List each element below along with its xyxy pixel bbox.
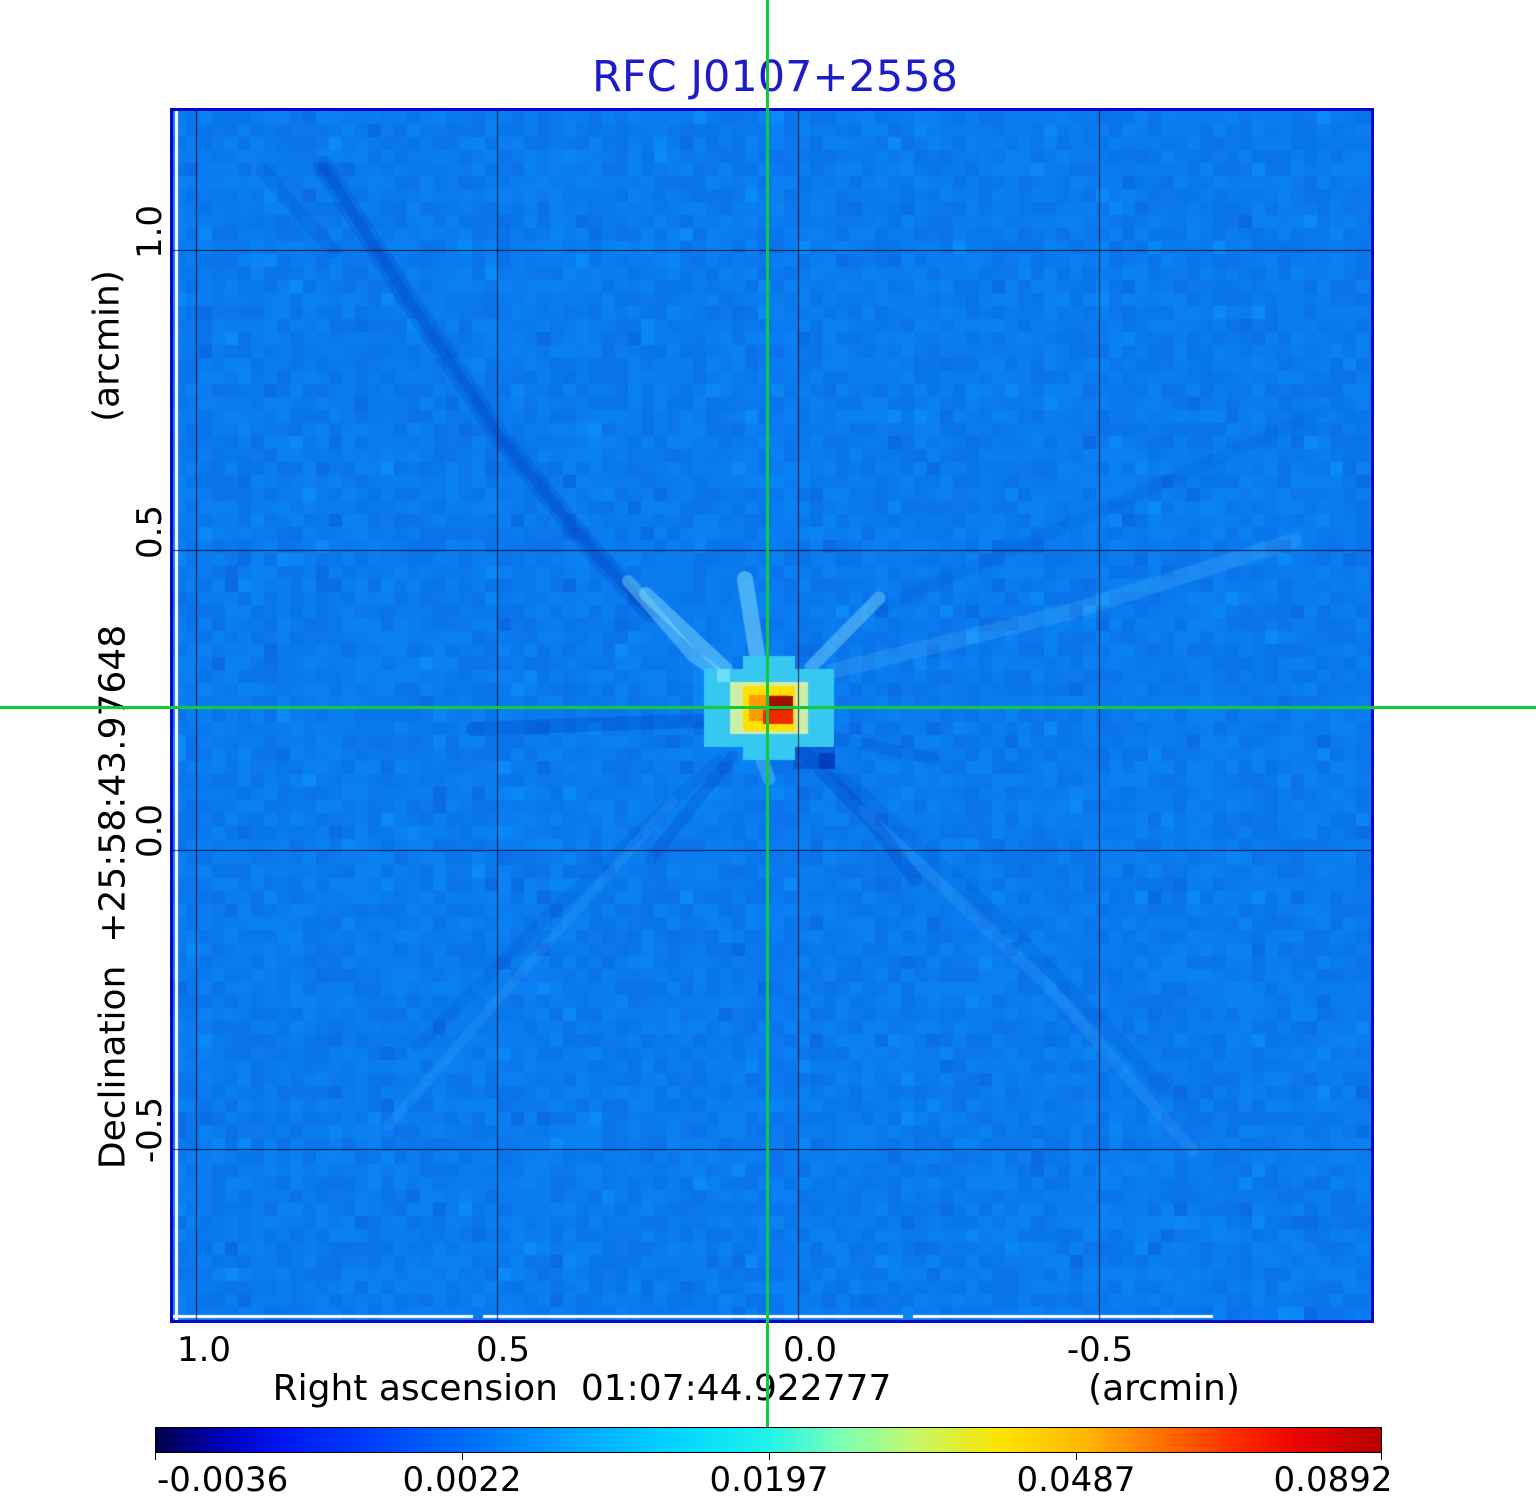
radio-map-heatmap — [173, 111, 1371, 1320]
x-tick-label: 0.0 — [782, 1330, 838, 1370]
x-tick-label: 1.0 — [176, 1330, 232, 1370]
x-tick-label: 0.5 — [475, 1330, 531, 1370]
y-tick-label: 0.0 — [130, 803, 170, 859]
colorbar-tick — [1076, 1453, 1077, 1460]
x-axis-title: Right ascension 01:07:44.922777 — [272, 1368, 892, 1409]
colorbar-label: -0.0036 — [157, 1460, 289, 1500]
y-tick-label: 1.0 — [130, 204, 170, 260]
plot-title: RFC J0107+2558 — [592, 52, 958, 102]
crosshair-vertical-line — [766, 0, 769, 1427]
colorbar-tick — [462, 1453, 463, 1460]
image-panel — [170, 108, 1374, 1323]
colorbar-tick — [769, 1453, 770, 1460]
colorbar-label: 0.0487 — [1016, 1460, 1136, 1500]
colorbar-tick — [155, 1453, 156, 1460]
x-tick-label: -0.5 — [1066, 1330, 1134, 1370]
colorbar-label: 0.0892 — [1273, 1460, 1393, 1500]
colorbar-label: 0.0197 — [709, 1460, 829, 1500]
x-axis-unit: (arcmin) — [1088, 1368, 1240, 1409]
colorbar-label: 0.0022 — [402, 1460, 522, 1500]
y-axis-unit: (arcmin) — [86, 270, 128, 422]
crosshair-horizontal-line — [0, 706, 1536, 709]
colorbar — [155, 1427, 1382, 1453]
y-tick-label: 0.5 — [130, 504, 170, 560]
colorbar-tick — [1381, 1453, 1382, 1460]
y-tick-label: -0.5 — [130, 1096, 170, 1164]
